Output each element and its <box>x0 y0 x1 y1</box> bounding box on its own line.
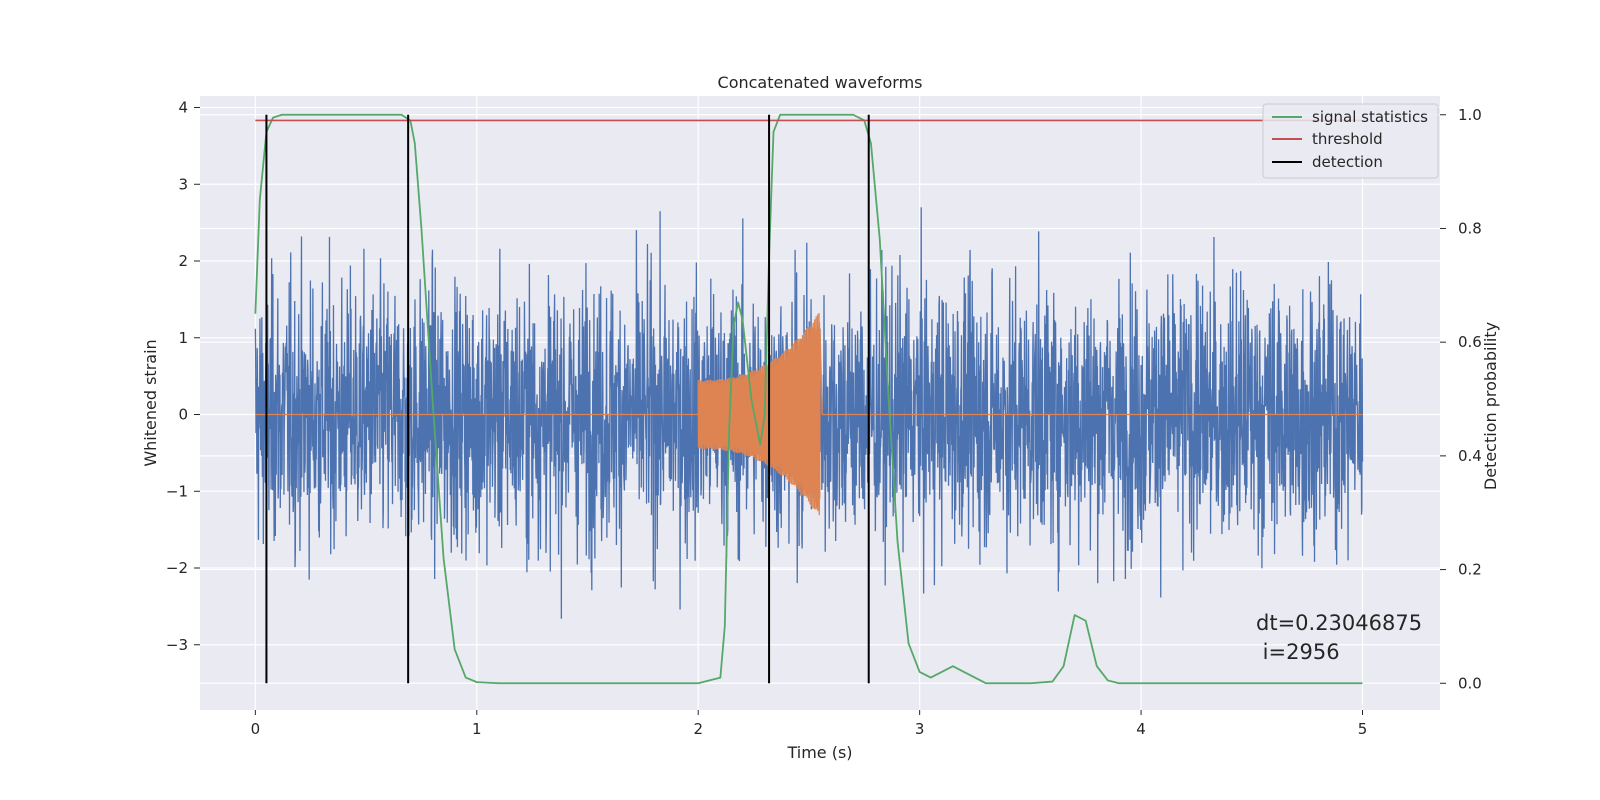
x-tick-label: 2 <box>693 720 703 738</box>
y-tick-label: 1 <box>178 329 188 347</box>
y-tick-label: 2 <box>178 252 188 270</box>
chirp-trace <box>255 312 920 516</box>
annotation-dt: dt=0.23046875 <box>1256 611 1422 635</box>
axis-ticks: 0 1 2 3 4 5 −3 −2 −1 0 1 2 3 4 0.0 0.2 0.4 0.6 0.8 1.0 <box>166 99 1482 738</box>
x-tick-label: 4 <box>1136 720 1146 738</box>
injected-signal-series <box>255 312 1363 516</box>
x-tick-label: 5 <box>1358 720 1368 738</box>
x-tick-label: 3 <box>915 720 925 738</box>
y-tick-label: 3 <box>178 175 188 193</box>
y2-tick-label: 0.8 <box>1458 219 1482 237</box>
chart-title: Concatenated waveforms <box>718 73 923 92</box>
y2-tick-label: 0.4 <box>1458 447 1482 465</box>
legend-box <box>1262 103 1439 179</box>
y-axis-label: Whitened strain <box>141 339 160 466</box>
y-tick-label: −2 <box>166 559 188 577</box>
legend: signal statistics threshold detection <box>1262 103 1439 179</box>
y2-axis-label: Detection probability <box>1481 322 1500 490</box>
legend-label-detection: detection <box>1312 153 1383 171</box>
x-axis-label: Time (s) <box>786 743 852 762</box>
y2-tick-label: 0.6 <box>1458 333 1482 351</box>
y2-tick-label: 0.2 <box>1458 561 1482 579</box>
y-tick-label: 0 <box>178 406 188 424</box>
y2-tick-label: 0.0 <box>1458 674 1482 692</box>
right-axis-series <box>254 113 1363 685</box>
x-tick-label: 1 <box>472 720 482 738</box>
y-tick-label: 4 <box>178 99 188 117</box>
annotation-index: i=2956 <box>1256 640 1340 664</box>
y-tick-label: −3 <box>166 636 188 654</box>
y2-tick-label: 1.0 <box>1458 106 1482 124</box>
legend-label-signal: signal statistics <box>1312 108 1428 126</box>
x-tick-label: 0 <box>251 720 261 738</box>
y-tick-label: −1 <box>166 482 188 500</box>
legend-label-threshold: threshold <box>1312 130 1383 148</box>
